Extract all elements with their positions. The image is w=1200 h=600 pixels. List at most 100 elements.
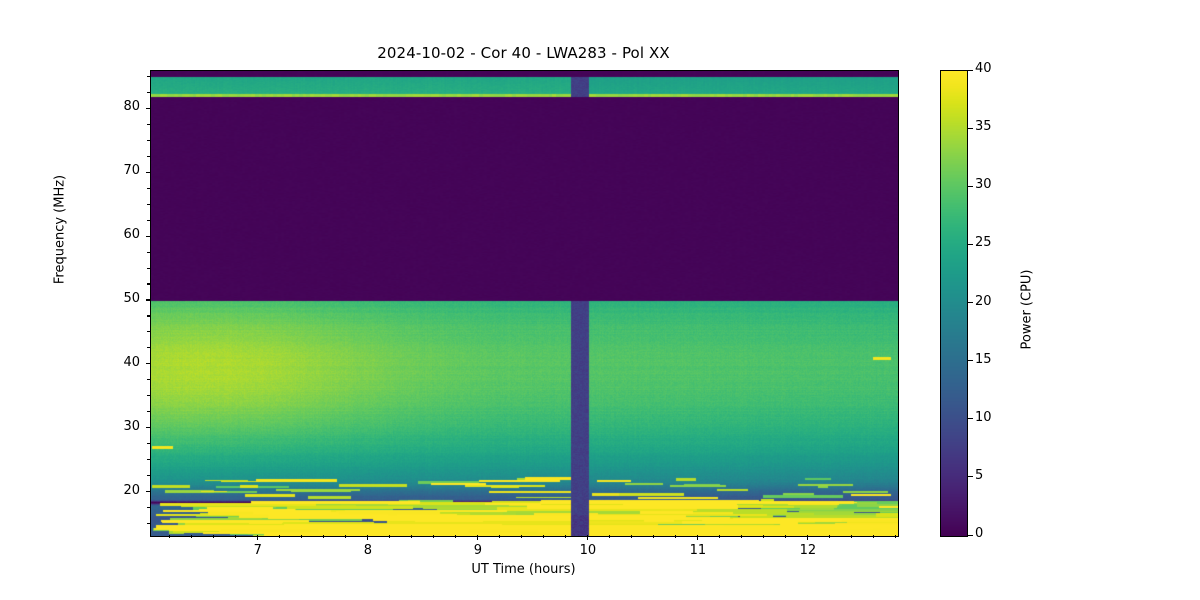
y-tick-minor bbox=[147, 315, 150, 317]
y-tick-minor bbox=[147, 523, 150, 525]
x-tick-label: 12 bbox=[799, 543, 817, 558]
y-tick-label: 40 bbox=[123, 354, 140, 370]
colorbar-tick-label: 35 bbox=[975, 119, 992, 135]
x-tick-minor bbox=[609, 535, 611, 538]
y-tick-minor bbox=[147, 395, 150, 397]
colorbar-label: Power (CPU) bbox=[1019, 269, 1035, 350]
colorbar-tick-label: 10 bbox=[975, 409, 992, 425]
colorbar-tick-label: 25 bbox=[975, 235, 992, 251]
colorbar-tick-label: 20 bbox=[975, 293, 992, 309]
y-tick-minor bbox=[147, 347, 150, 349]
colorbar-tick-label: 5 bbox=[975, 467, 984, 483]
y-tick-label: 20 bbox=[123, 482, 140, 498]
colorbar-tick-mark bbox=[968, 476, 973, 478]
y-axis-label: Frequency (MHz) bbox=[52, 174, 68, 285]
y-tick-minor bbox=[147, 219, 150, 221]
y-tick-minor bbox=[147, 187, 150, 189]
colorbar-tick-mark bbox=[968, 243, 973, 245]
y-tick-minor bbox=[147, 203, 150, 205]
x-tick-minor bbox=[675, 535, 677, 538]
x-tick-minor bbox=[565, 535, 567, 538]
x-tick-minor bbox=[521, 535, 523, 538]
y-tick-minor bbox=[147, 155, 150, 157]
y-tick-minor bbox=[147, 379, 150, 381]
y-tick-mark bbox=[145, 427, 150, 429]
x-tick-minor bbox=[895, 535, 897, 538]
y-tick-minor bbox=[147, 331, 150, 333]
y-tick-minor bbox=[147, 283, 150, 285]
x-tick-mark bbox=[367, 535, 369, 540]
spectrogram-image bbox=[151, 71, 898, 536]
x-tick-label: 9 bbox=[473, 543, 482, 558]
colorbar bbox=[940, 70, 968, 537]
y-tick-minor bbox=[147, 507, 150, 509]
colorbar-tick-mark bbox=[968, 69, 973, 71]
x-tick-mark bbox=[587, 535, 589, 540]
x-tick-label: 7 bbox=[253, 543, 262, 558]
colorbar-tick-label: 0 bbox=[975, 526, 984, 541]
x-tick-label: 8 bbox=[363, 543, 372, 558]
y-tick-mark bbox=[145, 363, 150, 365]
x-tick-minor bbox=[389, 535, 391, 538]
y-tick-label: 80 bbox=[123, 99, 140, 115]
colorbar-gradient bbox=[941, 71, 967, 536]
colorbar-tick-mark bbox=[968, 360, 973, 362]
x-tick-minor bbox=[499, 535, 501, 538]
colorbar-tick-label: 30 bbox=[975, 177, 992, 193]
x-tick-minor bbox=[653, 535, 655, 538]
y-tick-label: 30 bbox=[123, 418, 140, 434]
x-tick-minor bbox=[763, 535, 765, 538]
x-tick-minor bbox=[741, 535, 743, 538]
y-tick-mark bbox=[145, 107, 150, 109]
x-tick-minor bbox=[829, 535, 831, 538]
x-tick-minor bbox=[191, 535, 193, 538]
x-tick-minor bbox=[851, 535, 853, 538]
x-tick-minor bbox=[301, 535, 303, 538]
colorbar-tick-mark bbox=[968, 534, 973, 536]
y-tick-mark bbox=[145, 491, 150, 493]
x-tick-minor bbox=[411, 535, 413, 538]
y-tick-minor bbox=[147, 123, 150, 125]
y-tick-minor bbox=[147, 251, 150, 253]
colorbar-tick-label: 40 bbox=[975, 61, 992, 76]
x-tick-minor bbox=[345, 535, 347, 538]
x-tick-minor bbox=[323, 535, 325, 538]
x-axis-label: UT Time (hours) bbox=[471, 562, 576, 577]
y-tick-minor bbox=[147, 91, 150, 93]
x-tick-minor bbox=[719, 535, 721, 538]
x-tick-label: 11 bbox=[689, 543, 707, 558]
y-tick-minor bbox=[147, 411, 150, 413]
y-tick-minor bbox=[147, 475, 150, 477]
colorbar-tick-mark bbox=[968, 185, 973, 187]
x-tick-mark bbox=[807, 535, 809, 540]
colorbar-tick-label: 15 bbox=[975, 351, 992, 367]
x-tick-minor bbox=[433, 535, 435, 538]
x-tick-minor bbox=[785, 535, 787, 538]
y-tick-label: 60 bbox=[123, 227, 140, 243]
colorbar-tick-mark bbox=[968, 302, 973, 304]
figure-title: 2024-10-02 - Cor 40 - LWA283 - Pol XX bbox=[377, 44, 670, 62]
x-tick-minor bbox=[543, 535, 545, 538]
y-tick-minor bbox=[147, 75, 150, 77]
x-tick-minor bbox=[873, 535, 875, 538]
x-tick-minor bbox=[213, 535, 215, 538]
x-tick-minor bbox=[455, 535, 457, 538]
y-tick-mark bbox=[145, 171, 150, 173]
y-tick-label: 50 bbox=[123, 290, 140, 306]
y-tick-minor bbox=[147, 267, 150, 269]
y-tick-mark bbox=[145, 235, 150, 237]
y-tick-label: 70 bbox=[123, 163, 140, 179]
x-tick-mark bbox=[697, 535, 699, 540]
y-tick-minor bbox=[147, 459, 150, 461]
x-tick-minor bbox=[631, 535, 633, 538]
x-tick-label: 10 bbox=[579, 543, 597, 558]
spectrogram-axes bbox=[150, 70, 899, 537]
x-tick-mark bbox=[257, 535, 259, 540]
y-tick-minor bbox=[147, 443, 150, 445]
x-tick-minor bbox=[279, 535, 281, 538]
x-tick-minor bbox=[169, 535, 171, 538]
x-tick-mark bbox=[477, 535, 479, 540]
y-tick-mark bbox=[145, 299, 150, 301]
x-tick-minor bbox=[235, 535, 237, 538]
